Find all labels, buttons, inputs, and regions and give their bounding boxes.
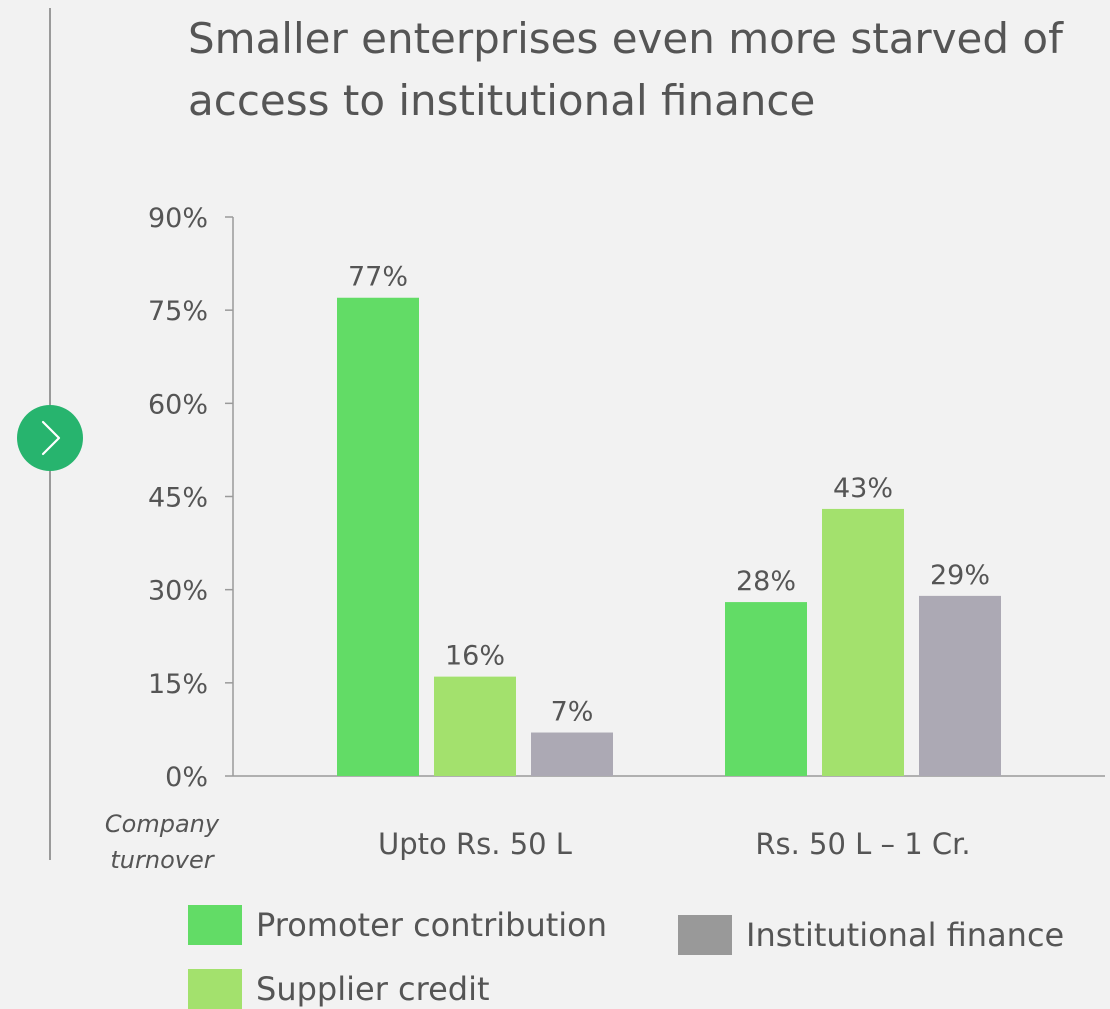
bar	[822, 508, 904, 776]
y-tick-label: 75%	[148, 296, 208, 327]
bar	[434, 676, 516, 776]
page-title: Smaller enterprises even more starved of…	[188, 14, 1063, 125]
legend-item-promoter-contribution: Promoter contribution	[188, 905, 607, 945]
y-tick-label: 15%	[148, 669, 208, 700]
y-tick-label: 45%	[148, 483, 208, 514]
legend-label: Supplier credit	[256, 970, 490, 1008]
x-axis-label-line: turnover	[110, 846, 215, 874]
x-axis-label-line: Company	[105, 810, 220, 838]
bar-chart: 0% 15% 30% 45% 60% 75% 90% 77% 16% 7% Upto Rs. 50 …	[105, 203, 1105, 874]
legend-item-institutional-finance: Institutional finance	[678, 915, 1064, 955]
legend-label: Promoter contribution	[256, 906, 608, 944]
y-tick-label: 0%	[165, 762, 208, 793]
legend-swatch	[188, 969, 242, 1009]
next-button[interactable]	[17, 405, 83, 471]
bar	[725, 602, 807, 776]
legend-swatch	[188, 905, 242, 945]
data-label: 77%	[348, 262, 408, 293]
data-label: 7%	[551, 697, 594, 728]
data-label: 28%	[736, 566, 796, 597]
x-tick-label: Rs. 50 L – 1 Cr.	[755, 827, 970, 861]
chevron-right-icon	[41, 420, 61, 456]
data-label: 29%	[930, 560, 990, 591]
legend-swatch	[678, 915, 732, 955]
x-tick-label: Upto Rs. 50 L	[378, 827, 572, 861]
bar	[337, 297, 419, 776]
y-tick-label: 90%	[148, 203, 208, 234]
legend-item-supplier-credit: Supplier credit	[188, 969, 490, 1009]
y-tick-label: 60%	[148, 389, 208, 420]
legend-label: Institutional finance	[746, 916, 1065, 954]
bar	[531, 732, 613, 776]
bar	[919, 595, 1001, 776]
y-tick-label: 30%	[148, 576, 208, 607]
data-label: 43%	[833, 473, 893, 504]
data-label: 16%	[445, 641, 505, 672]
